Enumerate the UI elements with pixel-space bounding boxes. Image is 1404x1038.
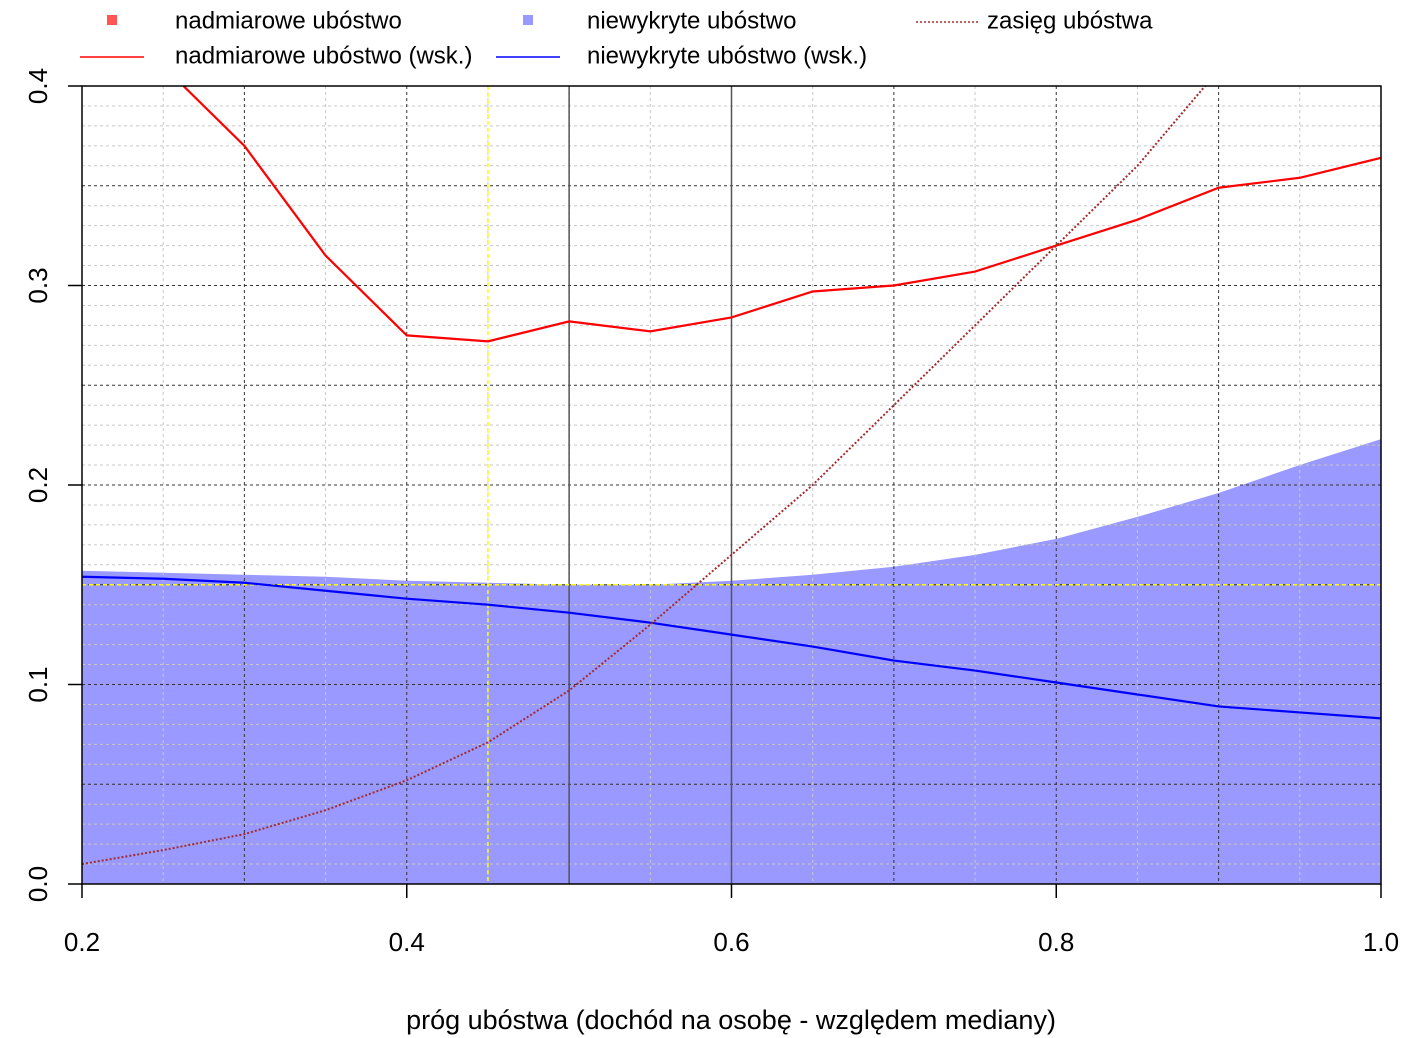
legend-label: nadmiarowe ubóstwo (wsk.) (175, 42, 472, 69)
legend-swatch (107, 15, 117, 25)
legend-swatch (523, 15, 533, 25)
legend-label: zasięg ubóstwa (987, 7, 1153, 34)
x-tick-label: 0.2 (64, 927, 100, 957)
y-tick-label: 0.3 (23, 267, 53, 303)
x-axis-label: próg ubóstwa (dochód na osobę - względem… (406, 1005, 1056, 1035)
x-tick-label: 0.8 (1038, 927, 1074, 957)
legend-label: niewykryte ubóstwo (wsk.) (587, 42, 867, 69)
x-tick-label: 0.6 (713, 927, 749, 957)
y-tick-label: 0.4 (23, 68, 53, 104)
line (181, 86, 1381, 343)
legend-label: niewykryte ubóstwo (587, 7, 796, 34)
legend-label: nadmiarowe ubóstwo (175, 7, 402, 34)
x-tick-label: 1.0 (1363, 927, 1399, 957)
line (82, 575, 1381, 720)
y-tick-label: 0.0 (23, 866, 53, 902)
dotted-line (82, 86, 1207, 866)
y-tick-label: 0.2 (23, 467, 53, 503)
x-tick-label: 0.4 (389, 927, 425, 957)
y-tick-label: 0.1 (23, 666, 53, 702)
plot-area (82, 86, 1381, 884)
